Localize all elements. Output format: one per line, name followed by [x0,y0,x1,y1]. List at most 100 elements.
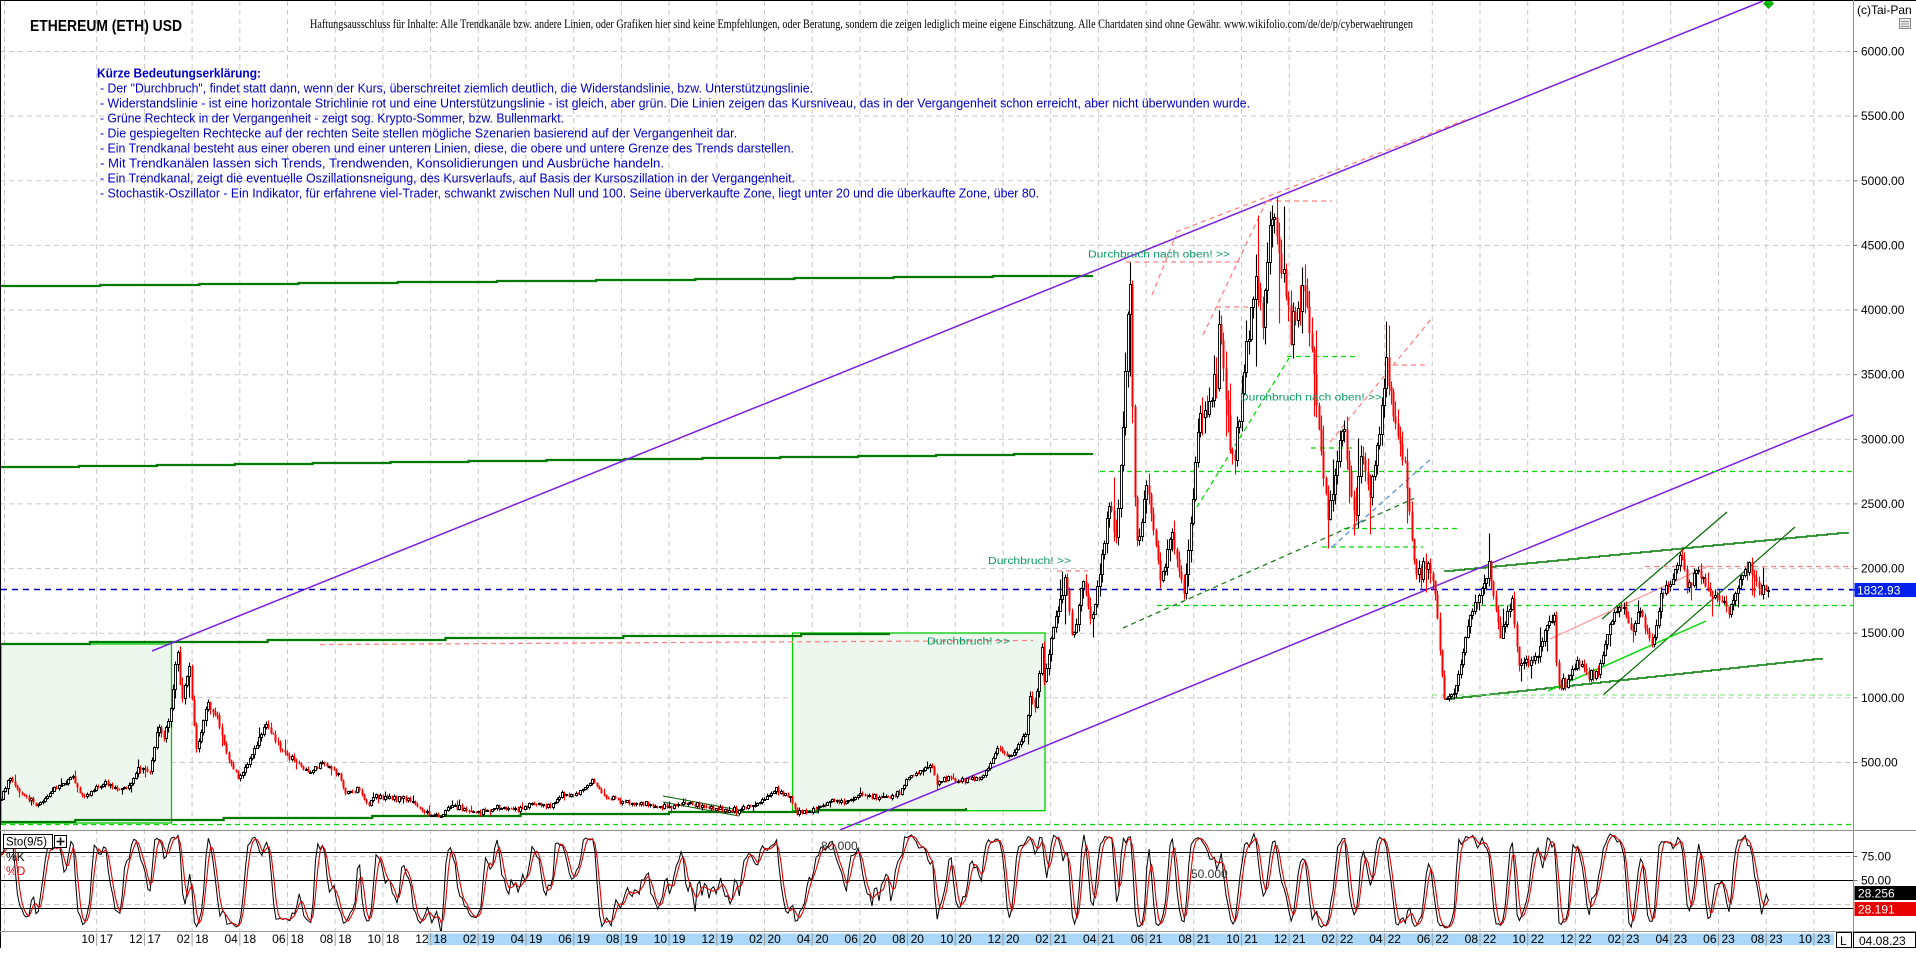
svg-text:1500.00: 1500.00 [1861,626,1905,640]
svg-text:02: 02 [749,932,763,946]
svg-text:04: 04 [797,932,811,946]
svg-text:10: 10 [940,932,954,946]
svg-text:- Widerstandslinie - ist eine: - Widerstandslinie - ist eine horizontal… [100,97,1250,111]
svg-text:10: 10 [1226,932,1240,946]
svg-text:6000.00: 6000.00 [1861,45,1905,59]
svg-text:22: 22 [1388,932,1402,946]
svg-text:500.00: 500.00 [1861,756,1898,770]
svg-text:19: 19 [624,932,638,946]
svg-text:20: 20 [815,932,829,946]
svg-text:18: 18 [291,932,305,946]
svg-text:23: 23 [1626,932,1640,946]
svg-text:06: 06 [558,932,572,946]
svg-text:3000.00: 3000.00 [1861,432,1905,446]
svg-text:02: 02 [1035,932,1049,946]
svg-text:12: 12 [415,932,429,946]
svg-text:06: 06 [272,932,286,946]
svg-text:2000.00: 2000.00 [1861,562,1905,576]
svg-text:12: 12 [1274,932,1288,946]
svg-text:- Ein Trendkanal, zeigt die ev: - Ein Trendkanal, zeigt die eventuelle O… [100,172,795,186]
svg-text:04: 04 [511,932,525,946]
svg-text:18: 18 [386,932,400,946]
svg-text:17: 17 [100,932,114,946]
svg-text:04: 04 [1655,932,1669,946]
svg-text:22: 22 [1435,932,1449,946]
svg-text:10: 10 [654,932,668,946]
svg-text:- Mit Trendkanälen lassen sich: - Mit Trendkanälen lassen sich Trends, T… [100,157,664,171]
svg-text:18: 18 [434,932,448,946]
svg-text:19: 19 [481,932,495,946]
svg-text:- Der "Durchbruch", findet sta: - Der "Durchbruch", findet statt dann, w… [100,82,813,96]
svg-text:20: 20 [863,932,877,946]
svg-text:50.000: 50.000 [1191,867,1228,881]
svg-text:02: 02 [463,932,477,946]
svg-text:10: 10 [81,932,95,946]
svg-text:Durchbruch! >>: Durchbruch! >> [927,637,1010,648]
svg-text:12: 12 [701,932,715,946]
svg-text:08: 08 [606,932,620,946]
svg-text:08: 08 [1751,932,1765,946]
svg-text:18: 18 [195,932,209,946]
svg-text:23: 23 [1769,932,1783,946]
svg-text:19: 19 [577,932,591,946]
svg-text:12: 12 [129,932,143,946]
svg-text:12: 12 [1560,932,1574,946]
svg-text:ETHEREUM (ETH) USD: ETHEREUM (ETH) USD [30,18,182,35]
svg-text:21: 21 [1101,932,1115,946]
svg-text:Sto(9/5): Sto(9/5) [6,837,47,849]
svg-text:10: 10 [368,932,382,946]
svg-text:1832.93: 1832.93 [1857,584,1901,598]
svg-text:04.08.23: 04.08.23 [1859,934,1906,948]
svg-text:Haftungsausschluss für Inhalte: Haftungsausschluss für Inhalte: Alle Tre… [310,17,1414,31]
svg-text:2500.00: 2500.00 [1861,497,1905,511]
svg-text:- Ein Trendkanal besteht aus e: - Ein Trendkanal besteht aus einer obere… [100,142,794,156]
svg-text:Kürze Bedeutungserklärung:: Kürze Bedeutungserklärung: [97,67,261,81]
svg-text:4500.00: 4500.00 [1861,238,1905,252]
svg-text:1000.00: 1000.00 [1861,691,1905,705]
svg-text:06: 06 [845,932,859,946]
svg-text:22: 22 [1483,932,1497,946]
svg-text:19: 19 [720,932,734,946]
svg-text:L: L [1840,934,1847,948]
svg-text:- Grüne Rechteck in der Vergan: - Grüne Rechteck in der Vergangenheit - … [100,112,564,126]
svg-text:02: 02 [1608,932,1622,946]
svg-text:%D: %D [6,864,26,878]
svg-text:(c)Tai-Pan: (c)Tai-Pan [1857,3,1912,17]
svg-text:Durchbruch nach oben! >>: Durchbruch nach oben! >> [1088,250,1230,261]
svg-text:06: 06 [1131,932,1145,946]
svg-text:20: 20 [1006,932,1020,946]
svg-text:- Stochastik-Oszillator - Ein: - Stochastik-Oszillator - Ein Indikator,… [100,187,1039,201]
svg-text:28.191: 28.191 [1858,903,1895,917]
svg-text:75.00: 75.00 [1861,850,1891,864]
svg-text:28.256: 28.256 [1858,887,1895,901]
svg-text:- Die gespiegelten Rechtecke a: - Die gespiegelten Rechtecke auf der rec… [100,127,737,141]
svg-text:20: 20 [958,932,972,946]
svg-text:20: 20 [768,932,782,946]
svg-text:04: 04 [1083,932,1097,946]
svg-text:22: 22 [1578,932,1592,946]
svg-text:80.000: 80.000 [821,839,858,853]
svg-text:12: 12 [988,932,1002,946]
svg-text:06: 06 [1703,932,1717,946]
svg-text:08: 08 [1465,932,1479,946]
svg-text:04: 04 [1369,932,1383,946]
svg-text:02: 02 [177,932,191,946]
svg-text:21: 21 [1292,932,1306,946]
svg-text:08: 08 [1178,932,1192,946]
svg-text:Durchbruch nach oben! >>: Durchbruch nach oben! >> [1240,393,1382,404]
svg-text:%K: %K [6,850,25,864]
svg-text:50.00: 50.00 [1861,874,1891,888]
svg-text:04: 04 [224,932,238,946]
svg-text:08: 08 [892,932,906,946]
svg-text:21: 21 [1245,932,1259,946]
svg-text:10: 10 [1799,932,1813,946]
svg-text:5000.00: 5000.00 [1861,174,1905,188]
svg-text:23: 23 [1674,932,1688,946]
svg-text:22: 22 [1531,932,1545,946]
svg-text:Durchbruch! >>: Durchbruch! >> [988,556,1071,567]
svg-text:20: 20 [911,932,925,946]
svg-text:3500.00: 3500.00 [1861,368,1905,382]
svg-text:19: 19 [672,932,686,946]
svg-text:08: 08 [320,932,334,946]
svg-text:19: 19 [529,932,543,946]
